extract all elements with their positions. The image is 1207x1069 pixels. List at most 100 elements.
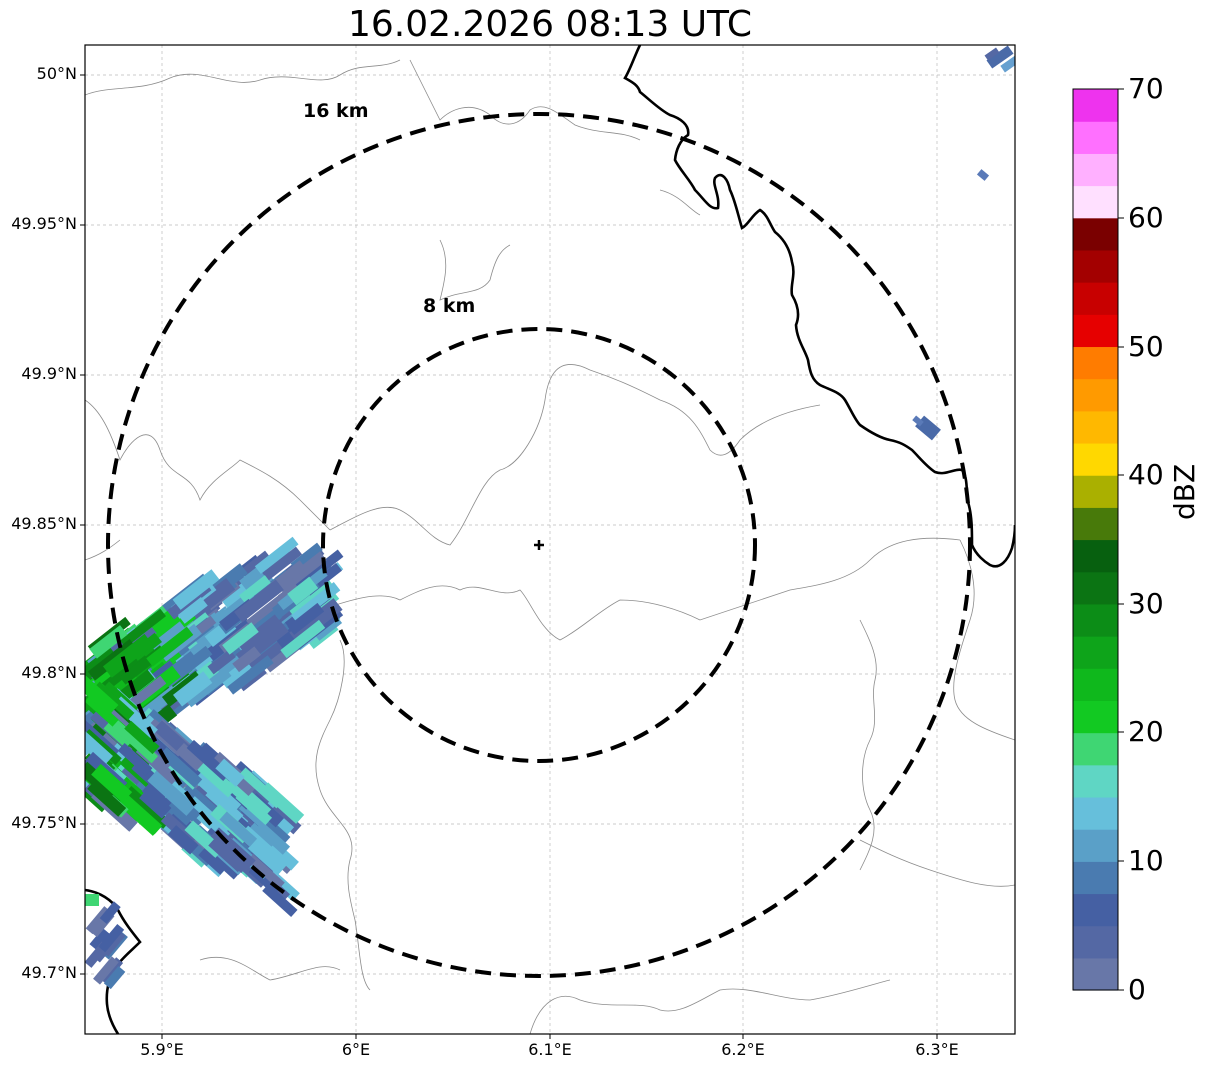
x-tick-label: 6.3°E xyxy=(915,1040,959,1059)
echo-cell xyxy=(146,626,194,667)
colorbar-segment xyxy=(1073,732,1118,766)
colorbar-tick-label: 20 xyxy=(1128,715,1164,748)
colorbar-segment xyxy=(1073,185,1118,219)
colorbar-segment xyxy=(1073,764,1118,798)
colorbar-tick-label: 40 xyxy=(1128,458,1164,491)
echo-cell xyxy=(167,825,199,855)
colorbar-segment xyxy=(1073,925,1118,959)
colorbar-ticks xyxy=(1118,88,1124,991)
echo-cell xyxy=(227,655,274,695)
x-tick-label: 6.1°E xyxy=(528,1040,572,1059)
echo-cell xyxy=(102,633,154,678)
echo-cell xyxy=(976,169,990,181)
y-tick-label: 49.75°N xyxy=(11,813,77,832)
echo-cell xyxy=(172,569,220,610)
y-tick-label: 49.85°N xyxy=(11,514,77,533)
colorbar-segment xyxy=(1073,346,1118,380)
colorbar-tick-label: 10 xyxy=(1128,844,1164,877)
echo-cell xyxy=(262,883,298,917)
echo-cell xyxy=(193,770,242,815)
range-ring-label-16km: 16 km xyxy=(303,100,369,122)
echo-cell xyxy=(239,767,283,809)
echo-cell xyxy=(175,742,205,771)
echo-cell xyxy=(247,838,287,876)
range-ring-16km xyxy=(106,112,972,978)
echo-cell xyxy=(224,776,272,820)
echo-cell xyxy=(99,901,121,924)
echo-cell xyxy=(238,575,271,603)
gridlines xyxy=(85,45,1015,1034)
colorbar xyxy=(1073,89,1118,991)
colorbar-tick-label: 0 xyxy=(1128,973,1146,1006)
range-ring-8km xyxy=(321,327,757,763)
echo-cell xyxy=(173,671,213,707)
echo-cell xyxy=(103,966,126,990)
colorbar-segment xyxy=(1073,893,1118,927)
range-ring-label-8km: 8 km xyxy=(423,295,476,317)
echo-cell xyxy=(219,811,258,847)
colorbar-segment xyxy=(1073,442,1118,476)
colorbar-segment xyxy=(1073,700,1118,734)
colorbar-segment xyxy=(1073,282,1118,315)
colorbar-segment xyxy=(1073,378,1118,412)
colorbar-segment xyxy=(1073,314,1118,348)
echo-cell xyxy=(111,720,159,764)
y-tick-label: 49.9°N xyxy=(21,364,77,383)
echo-cell xyxy=(215,758,245,787)
echo-cell xyxy=(141,782,172,812)
colorbar-segment xyxy=(1073,603,1118,637)
colorbar-segment xyxy=(1073,571,1118,605)
echo-cell xyxy=(222,622,259,655)
colorbar-segment xyxy=(1073,507,1118,541)
echo-cell xyxy=(119,608,167,648)
echo-cell xyxy=(287,602,325,635)
colorbar-segment xyxy=(1073,121,1118,154)
colorbar-segment xyxy=(1073,796,1118,830)
echo-cell xyxy=(192,756,237,798)
echo-cell xyxy=(254,536,299,574)
echo-cell xyxy=(912,415,924,427)
echo-cell xyxy=(277,551,327,594)
echo-cell xyxy=(280,619,326,659)
echo-cell xyxy=(207,649,236,675)
echo-cell xyxy=(984,47,1000,61)
echo-cell xyxy=(177,597,208,624)
echo-cell xyxy=(287,576,319,606)
y-tick-label: 49.95°N xyxy=(11,214,77,233)
echo-cell xyxy=(85,761,118,800)
echo-cell xyxy=(986,45,1014,69)
colorbar-tick-label: 50 xyxy=(1128,330,1164,363)
echo-cell xyxy=(91,763,133,803)
echo-cell xyxy=(85,894,99,906)
echo-cell xyxy=(246,854,285,890)
echo-cell xyxy=(98,923,125,953)
radar-site-marker xyxy=(534,540,544,550)
echo-cell xyxy=(125,675,167,711)
colorbar-segment xyxy=(1073,153,1118,187)
echo-cell xyxy=(87,780,127,817)
colorbar-segment xyxy=(1073,249,1118,283)
echo-cell xyxy=(124,720,160,755)
echo-cell xyxy=(85,727,113,767)
colorbar-unit-label: dBZ xyxy=(1168,463,1201,520)
echo-cell xyxy=(117,742,153,776)
y-tick-label: 49.8°N xyxy=(21,663,77,682)
echo-cell xyxy=(255,821,291,855)
echo-cell xyxy=(161,793,196,826)
echo-cell xyxy=(232,646,262,673)
colorbar-segment xyxy=(1073,668,1118,701)
echo-cell xyxy=(208,835,247,873)
echo-cell xyxy=(234,579,284,623)
range-rings xyxy=(106,112,972,978)
colorbar-tick-label: 70 xyxy=(1128,72,1164,105)
echo-cell xyxy=(188,796,230,835)
echo-cell xyxy=(198,848,227,875)
x-tick-label: 6.2°E xyxy=(721,1040,765,1059)
admin-boundaries xyxy=(85,59,1015,1034)
map-title: 16.02.2026 08:13 UTC xyxy=(347,4,753,45)
tick-marks xyxy=(80,74,938,1039)
colorbar-segment xyxy=(1073,829,1118,862)
colorbar-tick-label: 60 xyxy=(1128,201,1164,234)
x-tick-label: 5.9°E xyxy=(140,1040,184,1059)
echo-cell xyxy=(262,546,303,581)
